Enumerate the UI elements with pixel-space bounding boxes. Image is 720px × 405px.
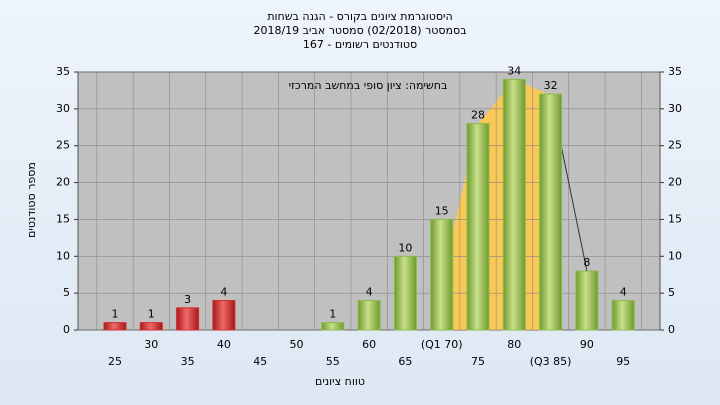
x-tick-label: (Q3 85) bbox=[530, 355, 572, 368]
bar bbox=[357, 300, 381, 331]
x-tick-label: 80 bbox=[507, 338, 521, 351]
bar bbox=[430, 218, 454, 331]
y-tick-label: 15 bbox=[56, 212, 70, 225]
x-tick-label: 95 bbox=[616, 355, 630, 368]
x-tick-label: 30 bbox=[144, 338, 158, 351]
value-label: 4 bbox=[220, 286, 227, 299]
y-axis-label: מספר סטודנטים bbox=[25, 162, 38, 238]
y2-tick-label: 15 bbox=[668, 212, 682, 225]
x-tick-label: 45 bbox=[253, 355, 267, 368]
bar bbox=[212, 300, 236, 331]
x-tick-label: 40 bbox=[217, 338, 231, 351]
y-tick-label: 0 bbox=[63, 323, 70, 336]
bar bbox=[103, 322, 127, 331]
y2-tick-label: 20 bbox=[668, 176, 682, 189]
value-label: 3 bbox=[184, 293, 191, 306]
bar bbox=[502, 78, 526, 331]
bar bbox=[466, 123, 490, 331]
y-tick-label: 5 bbox=[63, 286, 70, 299]
chart-title: היסטוגרמת ציונים בקורס - הגנה בשחות bbox=[267, 10, 452, 23]
value-label: 32 bbox=[544, 79, 558, 92]
value-label: 1 bbox=[112, 308, 119, 321]
value-label: 4 bbox=[620, 286, 627, 299]
x-tick-label: 50 bbox=[290, 338, 304, 351]
x-tick-label: 35 bbox=[181, 355, 195, 368]
value-label: 10 bbox=[398, 241, 412, 254]
y-tick-label: 10 bbox=[56, 249, 70, 262]
plot-area bbox=[77, 71, 661, 331]
value-label: 4 bbox=[366, 286, 373, 299]
y2-tick-label: 10 bbox=[668, 249, 682, 262]
y2-tick-label: 30 bbox=[668, 102, 682, 115]
x-tick-label: (Q1 70) bbox=[421, 338, 463, 351]
value-label: 34 bbox=[507, 64, 521, 77]
annotation: בחשימה: ציון סופי במחשב המרכזי bbox=[289, 79, 448, 92]
bar bbox=[139, 322, 163, 331]
y-tick-label: 35 bbox=[56, 65, 70, 78]
bar bbox=[611, 300, 635, 331]
chart-subtitle: סטודנטים רשומים - 167 bbox=[303, 38, 417, 51]
value-label: 15 bbox=[435, 204, 449, 217]
y2-tick-label: 0 bbox=[668, 323, 675, 336]
bar bbox=[393, 255, 417, 331]
value-label: 8 bbox=[583, 256, 590, 269]
y-tick-label: 30 bbox=[56, 102, 70, 115]
y2-tick-label: 25 bbox=[668, 139, 682, 152]
value-label: 1 bbox=[148, 308, 155, 321]
bar bbox=[575, 270, 599, 331]
x-tick-label: 75 bbox=[471, 355, 485, 368]
x-axis-label: טווח ציונים bbox=[315, 375, 365, 388]
x-tick-label: 25 bbox=[108, 355, 122, 368]
y2-tick-label: 5 bbox=[668, 286, 675, 299]
x-tick-label: 90 bbox=[580, 338, 594, 351]
y-tick-label: 25 bbox=[56, 139, 70, 152]
value-label: 1 bbox=[329, 308, 336, 321]
x-tick-label: 55 bbox=[326, 355, 340, 368]
x-tick-label: 60 bbox=[362, 338, 376, 351]
x-tick-label: 65 bbox=[398, 355, 412, 368]
bar bbox=[176, 307, 200, 331]
bar bbox=[539, 93, 563, 331]
y-tick-label: 20 bbox=[56, 176, 70, 189]
chart-subtitle: בסמסטר (02/2018) סמסטר אביב 2018/19 bbox=[253, 24, 466, 37]
y2-tick-label: 35 bbox=[668, 65, 682, 78]
value-label: 28 bbox=[471, 109, 485, 122]
bar bbox=[321, 322, 345, 331]
